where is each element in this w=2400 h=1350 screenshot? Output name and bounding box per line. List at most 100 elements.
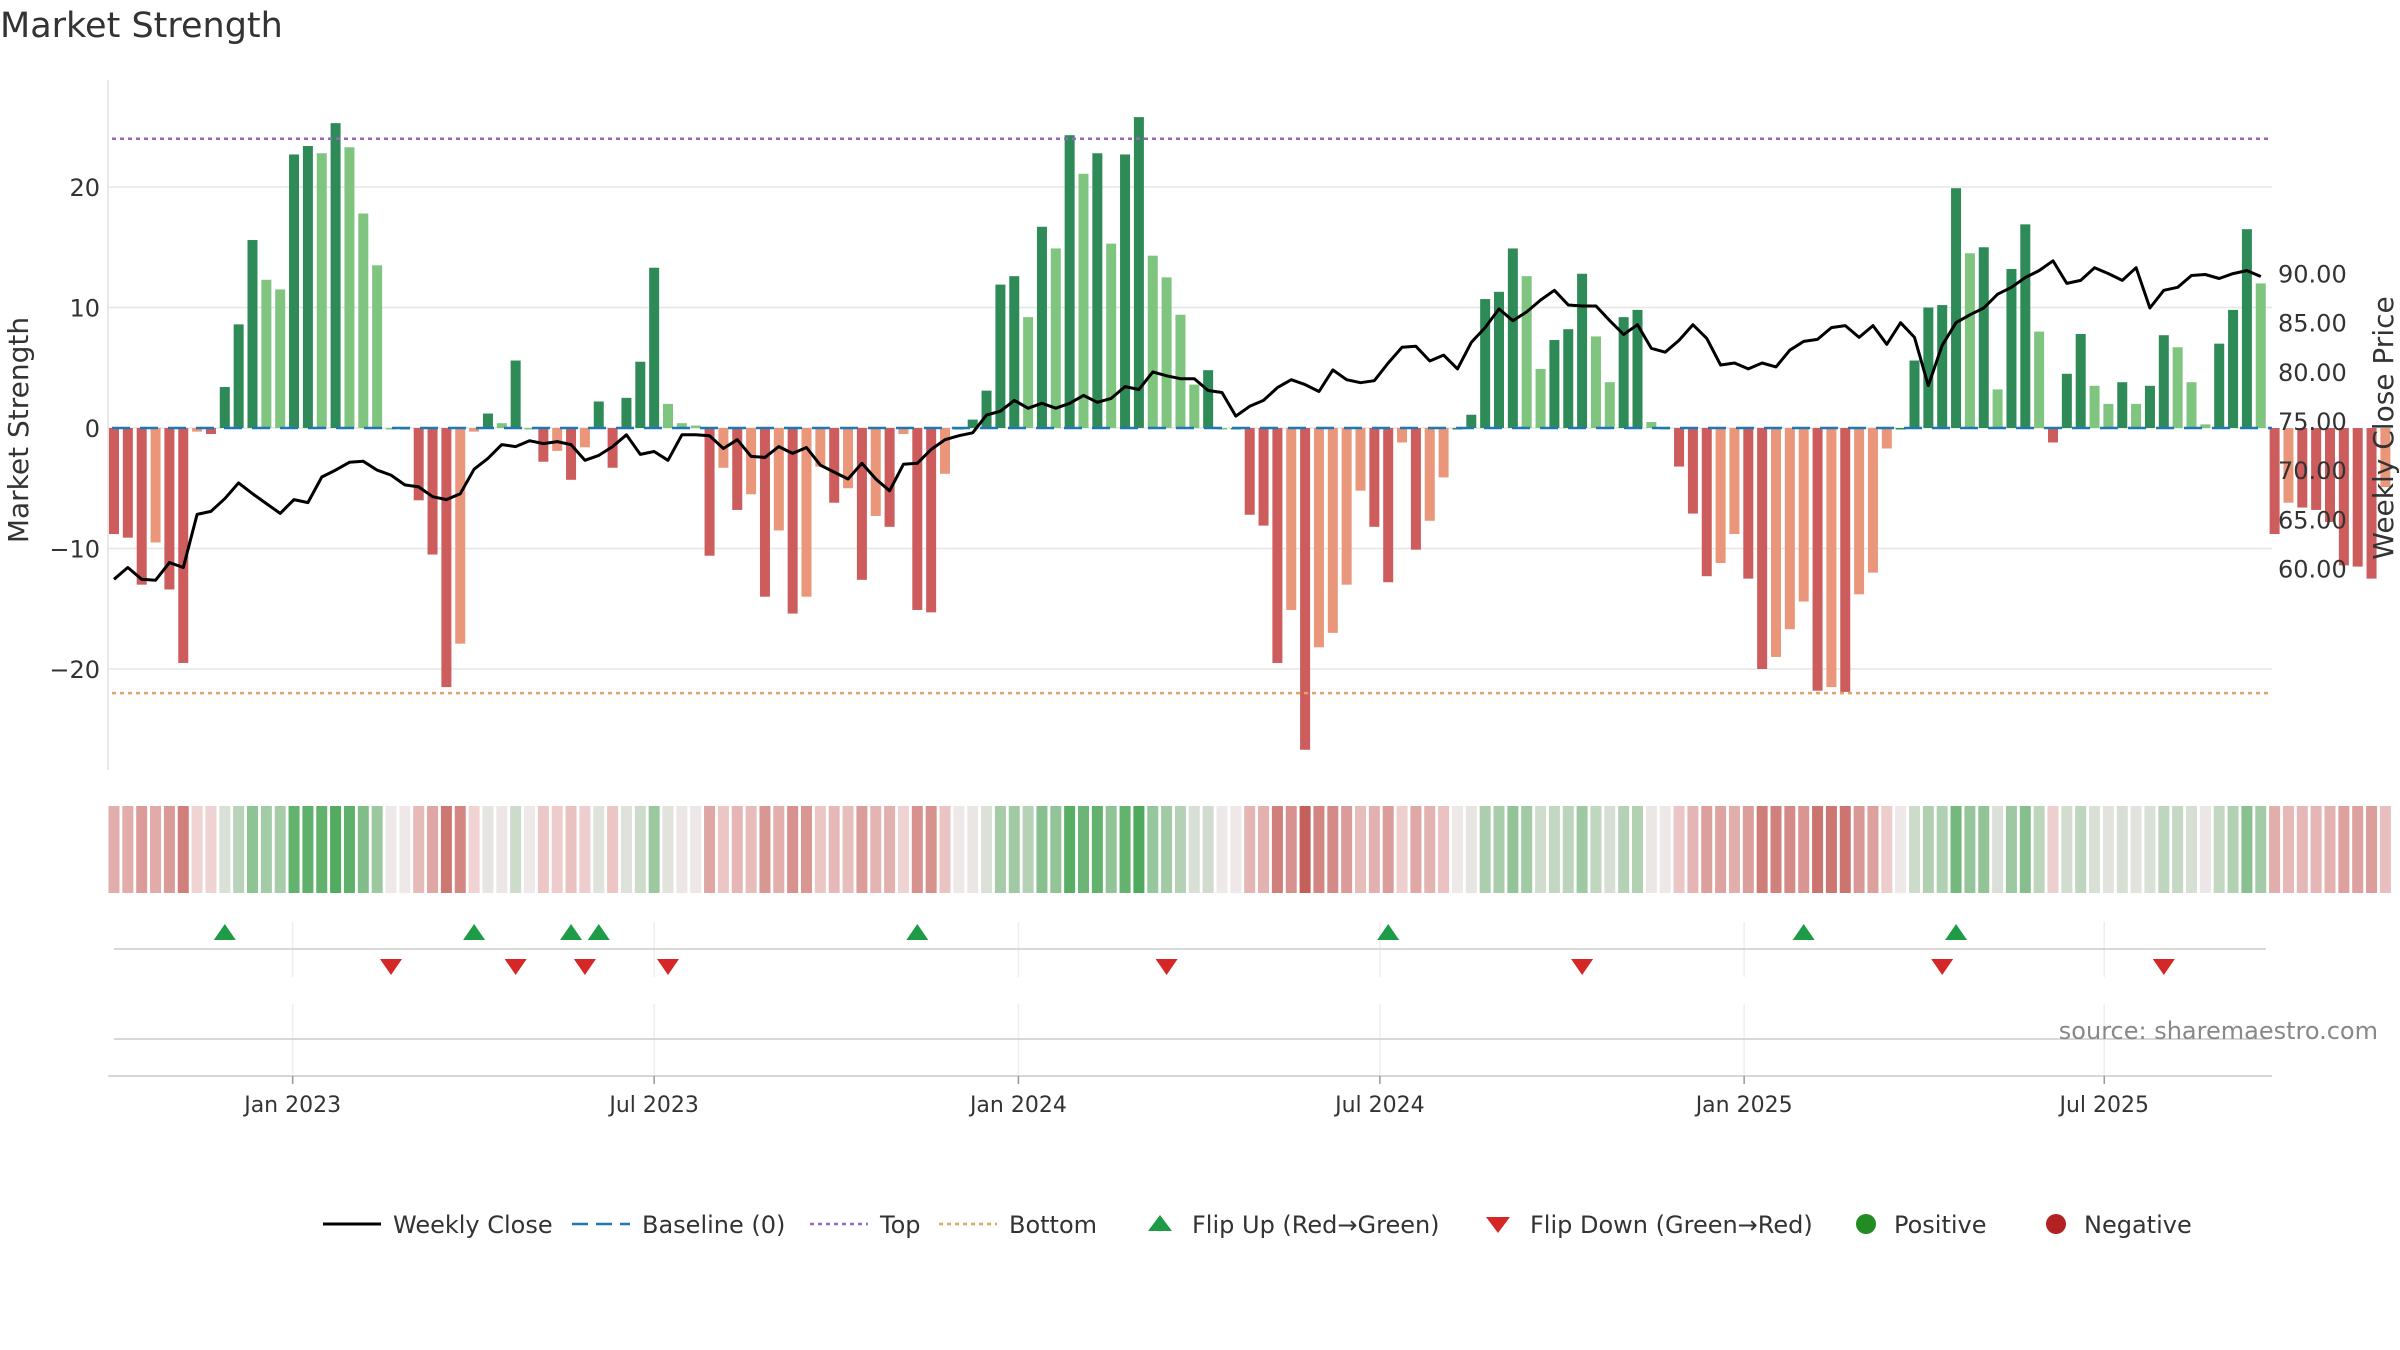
legend-triangle-down-icon — [1486, 1217, 1510, 1233]
heat-cell — [2130, 806, 2142, 893]
strength-bar — [2186, 382, 2197, 428]
y-axis-label-right: Weekly Close Price — [2367, 296, 2400, 559]
strength-bar — [746, 428, 757, 495]
heat-cell — [1562, 806, 1574, 893]
strength-bar — [912, 428, 923, 610]
heat-cell — [1825, 806, 1837, 893]
strength-bar — [386, 428, 396, 430]
heat-cell — [2338, 806, 2350, 893]
legend-item: Weekly Close — [323, 1211, 553, 1239]
strength-bar — [1674, 428, 1685, 467]
strength-bar — [1189, 384, 1200, 428]
strength-bar — [1313, 428, 1324, 648]
heat-cell — [1050, 806, 1062, 893]
heat-cell — [1424, 806, 1436, 893]
strength-bar — [1618, 317, 1629, 428]
heat-cell — [1950, 806, 1962, 893]
heat-cell — [1438, 806, 1450, 893]
heat-cell — [1618, 806, 1630, 893]
heat-cell — [565, 806, 577, 893]
legend-item: Baseline (0) — [572, 1211, 785, 1239]
strength-bar — [524, 428, 535, 430]
strength-bar — [358, 213, 369, 428]
heat-cell — [2061, 806, 2073, 893]
legend-label: Flip Down (Green→Red) — [1530, 1211, 1813, 1239]
strength-bar — [1646, 421, 1657, 428]
strength-bar — [1840, 428, 1851, 692]
legend-item: Bottom — [939, 1211, 1097, 1239]
y-tick-left: −20 — [49, 656, 100, 684]
heat-cell — [1174, 806, 1186, 893]
weekly-close-line — [113, 259, 2262, 582]
strength-bar — [427, 428, 438, 555]
heat-cell — [2158, 806, 2170, 893]
heat-cell — [468, 806, 480, 893]
strength-bar — [2131, 403, 2142, 428]
strength-bar — [2172, 347, 2183, 428]
strength-bar — [372, 265, 383, 428]
y-tick-left: 10 — [69, 295, 100, 323]
heat-cell — [620, 806, 632, 893]
heat-cell — [1632, 806, 1643, 893]
heat-cell — [607, 806, 619, 893]
legend-label: Top — [879, 1211, 921, 1239]
heat-cell — [1742, 806, 1754, 893]
heat-cell — [2282, 806, 2294, 893]
strength-bar — [178, 428, 189, 663]
strength-bar — [1410, 428, 1421, 550]
heat-cell — [2075, 806, 2087, 893]
heat-cell — [856, 806, 868, 893]
strength-bar — [926, 428, 937, 613]
heat-cell — [454, 806, 466, 893]
heat-cell — [205, 806, 217, 893]
heat-cell — [274, 806, 286, 893]
x-tick-label: Jul 2025 — [2057, 1093, 2149, 1118]
strength-bar — [2283, 428, 2294, 503]
strength-bar — [1203, 370, 1214, 428]
heat-cell — [1064, 806, 1076, 893]
heat-cell — [2366, 806, 2378, 893]
strength-bar — [1923, 307, 1934, 428]
heat-cell — [939, 806, 951, 893]
heat-cell — [163, 806, 175, 893]
legend: Weekly Close Baseline (0) Top Bottom Flip Up… — [323, 1211, 2192, 1239]
heat-cell — [1327, 806, 1339, 893]
strength-bar — [1507, 248, 1518, 428]
strength-bar — [2006, 268, 2017, 428]
x-tick-label: Jan 2023 — [242, 1093, 341, 1118]
heat-cell — [925, 806, 937, 893]
heat-cell — [690, 806, 702, 893]
strength-bar — [2020, 224, 2031, 428]
strength-bar — [1466, 414, 1477, 428]
x-tick-label: Jan 2024 — [968, 1093, 1067, 1118]
strength-bar — [1604, 382, 1615, 428]
heat-cell — [2186, 806, 2197, 893]
heat-cell — [2172, 806, 2184, 893]
y-tick-right: 80.00 — [2278, 359, 2347, 387]
strength-bar — [1161, 277, 1172, 428]
x-tick-label: Jan 2025 — [1694, 1093, 1793, 1118]
strength-bar — [690, 425, 701, 428]
heat-cell — [1535, 806, 1547, 893]
heat-cell — [2213, 806, 2225, 893]
strength-bar — [1964, 253, 1975, 428]
strength-bar — [2158, 335, 2169, 428]
strength-bar — [247, 240, 258, 428]
heat-cell — [2255, 806, 2267, 893]
heat-cell — [1812, 806, 1824, 893]
heat-cell — [1161, 806, 1173, 893]
legend-label: Positive — [1894, 1211, 1987, 1239]
heat-cell — [1105, 806, 1117, 893]
x-tick-label: Jul 2023 — [607, 1093, 699, 1118]
strength-bar — [289, 154, 300, 428]
y-tick-right: 60.00 — [2278, 555, 2347, 583]
heat-cell — [2379, 806, 2391, 893]
strength-bar — [2061, 373, 2072, 428]
heat-cell — [316, 806, 328, 893]
strength-bar — [829, 428, 840, 503]
heat-cell — [828, 806, 840, 893]
strength-bar — [109, 428, 119, 535]
heat-cell — [1465, 806, 1477, 893]
strength-bar — [1771, 428, 1781, 657]
heat-cell — [1992, 806, 2004, 893]
